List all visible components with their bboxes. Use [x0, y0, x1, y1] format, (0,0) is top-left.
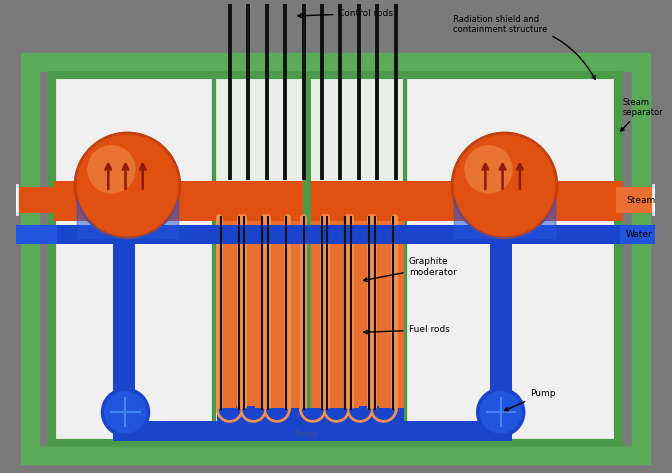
Circle shape: [464, 145, 513, 193]
Circle shape: [75, 133, 180, 238]
FancyBboxPatch shape: [113, 420, 512, 441]
FancyBboxPatch shape: [405, 77, 616, 441]
FancyBboxPatch shape: [217, 408, 404, 441]
Text: Control rods: Control rods: [298, 9, 393, 18]
Text: Pump: Pump: [294, 430, 319, 439]
FancyBboxPatch shape: [113, 236, 135, 441]
Polygon shape: [374, 409, 394, 419]
Text: Graphite
moderator: Graphite moderator: [364, 257, 456, 281]
Text: Steam
separator: Steam separator: [621, 97, 663, 131]
FancyBboxPatch shape: [54, 181, 623, 220]
Polygon shape: [326, 409, 347, 419]
Text: Radiation shield and
containment structure: Radiation shield and containment structu…: [454, 15, 595, 79]
FancyBboxPatch shape: [490, 236, 512, 441]
FancyBboxPatch shape: [214, 77, 405, 441]
Circle shape: [87, 145, 136, 193]
FancyBboxPatch shape: [217, 220, 404, 431]
FancyBboxPatch shape: [620, 225, 661, 244]
Polygon shape: [220, 409, 240, 419]
Polygon shape: [302, 409, 323, 419]
Circle shape: [478, 389, 523, 435]
Polygon shape: [243, 409, 263, 419]
FancyBboxPatch shape: [303, 77, 311, 441]
FancyBboxPatch shape: [15, 225, 57, 244]
FancyBboxPatch shape: [15, 187, 55, 213]
Text: Water: Water: [626, 230, 653, 239]
FancyBboxPatch shape: [30, 62, 640, 455]
FancyBboxPatch shape: [360, 406, 378, 441]
Circle shape: [452, 133, 557, 238]
FancyBboxPatch shape: [616, 187, 661, 213]
Polygon shape: [350, 409, 370, 419]
FancyBboxPatch shape: [236, 406, 255, 441]
Text: Fuel rods: Fuel rods: [364, 325, 450, 334]
FancyBboxPatch shape: [54, 77, 214, 441]
Circle shape: [103, 389, 149, 435]
FancyBboxPatch shape: [54, 225, 648, 244]
Text: Pump: Pump: [505, 389, 556, 411]
Text: Steam: Steam: [626, 196, 655, 205]
FancyBboxPatch shape: [50, 73, 620, 444]
Polygon shape: [267, 409, 287, 419]
